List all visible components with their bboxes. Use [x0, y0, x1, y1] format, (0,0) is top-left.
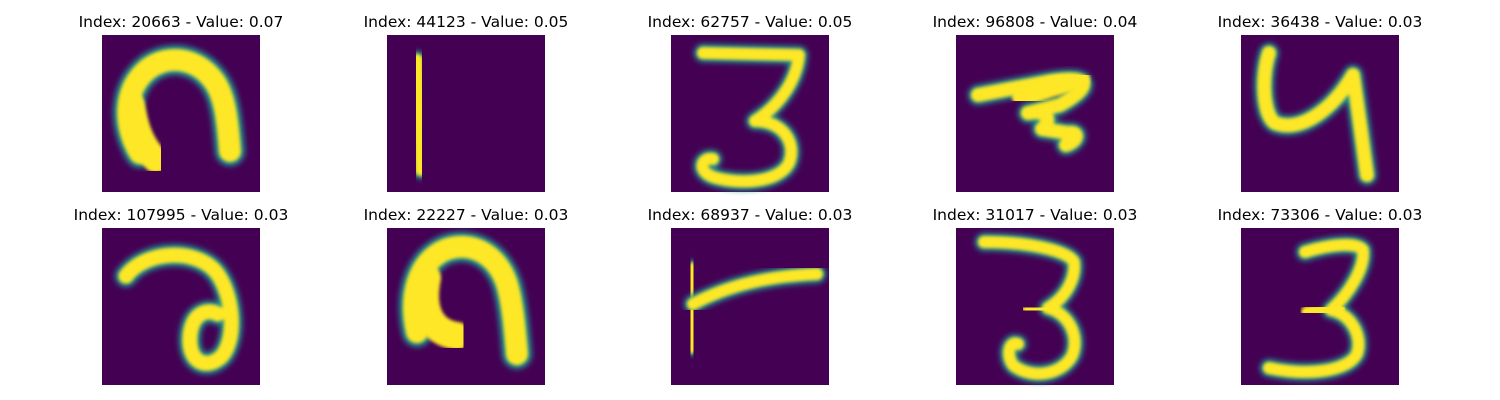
- panel-3: [671, 35, 829, 192]
- panel-5-title: Index: 36438 - Value: 0.03: [1218, 13, 1423, 31]
- panel-10: [1241, 228, 1399, 385]
- panel-10-title: Index: 73306 - Value: 0.03: [1218, 206, 1423, 224]
- panel-1-title: Index: 20663 - Value: 0.07: [79, 13, 284, 31]
- panel-8: [671, 228, 829, 385]
- digit-glyph-four-open: [1254, 43, 1377, 185]
- panel-7-title: Index: 22227 - Value: 0.03: [364, 206, 569, 224]
- digit-glyph-three-2: [975, 233, 1084, 383]
- digit-glyph-scrawl: [968, 69, 1093, 155]
- digit-glyph-t-rotated: [408, 51, 528, 179]
- digit-glyph-hook-loop: [115, 244, 243, 375]
- panel-6: [102, 228, 260, 385]
- panel-5: [1241, 35, 1399, 192]
- digit-glyph-three-3: [1260, 236, 1373, 381]
- digit-glyph-inverted-u: [113, 44, 245, 173]
- panel-2: [387, 35, 545, 192]
- panel-1: [102, 35, 260, 192]
- panel-8-title: Index: 68937 - Value: 0.03: [648, 206, 853, 224]
- panel-9-title: Index: 31017 - Value: 0.03: [933, 206, 1138, 224]
- panel-2-title: Index: 44123 - Value: 0.05: [364, 13, 569, 31]
- panel-3-title: Index: 62757 - Value: 0.05: [648, 13, 853, 31]
- panel-9: [956, 228, 1114, 385]
- panel-7: [387, 228, 545, 385]
- panel-4-title: Index: 96808 - Value: 0.04: [933, 13, 1138, 31]
- panel-6-title: Index: 107995 - Value: 0.03: [74, 206, 289, 224]
- digit-glyph-inverted-u-thick: [399, 231, 532, 369]
- digit-glyph-three: [693, 44, 808, 191]
- digit-glyph-t-rotated-2: [683, 260, 826, 356]
- panel-4: [956, 35, 1114, 192]
